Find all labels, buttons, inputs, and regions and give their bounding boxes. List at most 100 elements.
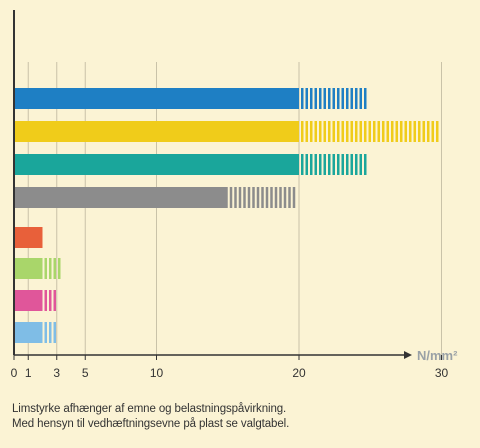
bar-stripe <box>305 88 308 109</box>
x-tick-label: 20 <box>292 366 306 380</box>
bar-stripe <box>49 290 52 311</box>
bar-stripe <box>386 121 389 142</box>
bar-stripe <box>310 121 313 142</box>
bar-stripe <box>364 88 367 109</box>
bar-stripe <box>305 154 308 175</box>
bar-stripe <box>310 154 313 175</box>
bar-stripe <box>332 154 335 175</box>
x-tick-label: 1 <box>25 366 32 380</box>
bar-stripe <box>301 88 304 109</box>
x-tick-label: 30 <box>435 366 449 380</box>
bar-stripe <box>44 290 47 311</box>
bar-stripe <box>427 121 430 142</box>
bar-stripe <box>49 258 52 279</box>
bar-stripe <box>418 121 421 142</box>
bar-stripe <box>377 121 380 142</box>
bar-stripe <box>323 88 326 109</box>
bar-stripe <box>247 187 251 208</box>
bar-stripe <box>364 121 367 142</box>
x-axis-unit-label: N/mm² <box>417 348 458 363</box>
bar-stripe <box>238 187 242 208</box>
bar-stripe <box>436 121 439 142</box>
x-tick-label: 5 <box>82 366 89 380</box>
bar-stripe <box>395 121 398 142</box>
bar-stripe <box>319 121 322 142</box>
bar-stripe <box>373 121 376 142</box>
bar-stripe <box>346 154 349 175</box>
bar-stripe <box>413 121 416 142</box>
bar-stripe <box>252 187 255 208</box>
bar-stripe <box>314 154 317 175</box>
bar-stripe <box>265 187 269 208</box>
x-tick-label: 0 <box>11 366 18 380</box>
bar-stripe <box>346 121 349 142</box>
x-tick-label: 10 <box>150 366 164 380</box>
bar-solid <box>14 121 299 142</box>
bar-stripe <box>234 187 237 208</box>
bar-stripe <box>355 121 358 142</box>
bar-stripe <box>341 154 344 175</box>
bar-stripe <box>337 121 340 142</box>
bar-stripe <box>328 121 331 142</box>
bar-solid <box>14 154 299 175</box>
bar-stripe <box>337 154 340 175</box>
bar-stripe <box>274 187 278 208</box>
chart-caption: Limstyrke afhænger af emne og belastning… <box>12 402 289 432</box>
bar-stripe <box>261 187 264 208</box>
bar-stripe <box>359 121 362 142</box>
x-axis-arrow-icon <box>404 351 412 359</box>
bar-stripe <box>270 187 273 208</box>
bar-stripe <box>53 322 56 343</box>
bar-stripe <box>44 258 47 279</box>
bar-solid <box>14 187 228 208</box>
bar-stripe <box>279 187 282 208</box>
bar-stripe <box>301 154 304 175</box>
bar-stripe <box>359 88 362 109</box>
bar-stripe <box>243 187 246 208</box>
bar-stripe <box>332 121 335 142</box>
bar-stripe <box>323 121 326 142</box>
bar-solid <box>14 227 43 248</box>
bar-stripe <box>314 88 317 109</box>
bar-solid <box>14 88 299 109</box>
bar-stripe <box>53 258 56 279</box>
bar-stripe <box>292 187 296 208</box>
bar-stripe <box>319 88 322 109</box>
bar-stripe <box>49 322 52 343</box>
bar-stripe <box>404 121 407 142</box>
bar-stripe <box>431 121 434 142</box>
bar-stripe <box>288 187 291 208</box>
bar-stripe <box>355 154 358 175</box>
caption-line-1: Limstyrke afhænger af emne og belastning… <box>12 403 287 415</box>
bar-stripe <box>350 121 353 142</box>
bar-stripe <box>409 121 412 142</box>
bar-stripe <box>58 258 61 279</box>
bar-stripe <box>346 88 349 109</box>
bar-solid <box>14 290 43 311</box>
bar-stripe <box>422 121 425 142</box>
bar-stripe <box>355 88 358 109</box>
bar-stripe <box>341 121 344 142</box>
caption-line-2: Med hensyn til vedhæftningsevne på plast… <box>12 418 290 430</box>
bar-stripe <box>341 88 344 109</box>
bar-stripe <box>368 121 371 142</box>
bar-stripe <box>323 154 326 175</box>
bar-stripe <box>350 88 353 109</box>
bar-stripe <box>382 121 385 142</box>
bar-stripe <box>310 88 313 109</box>
bar-stripe <box>256 187 260 208</box>
x-tick-label: 3 <box>53 366 60 380</box>
bar-stripe <box>305 121 308 142</box>
bar-stripe <box>337 88 340 109</box>
bar-solid <box>14 258 43 279</box>
bar-stripe <box>229 187 233 208</box>
bar-stripe <box>328 154 331 175</box>
bar-stripe <box>364 154 367 175</box>
bar-stripe <box>391 121 394 142</box>
bar-stripe <box>301 121 304 142</box>
bar-stripe <box>283 187 287 208</box>
bar-stripe <box>332 88 335 109</box>
bar-stripe <box>314 121 317 142</box>
